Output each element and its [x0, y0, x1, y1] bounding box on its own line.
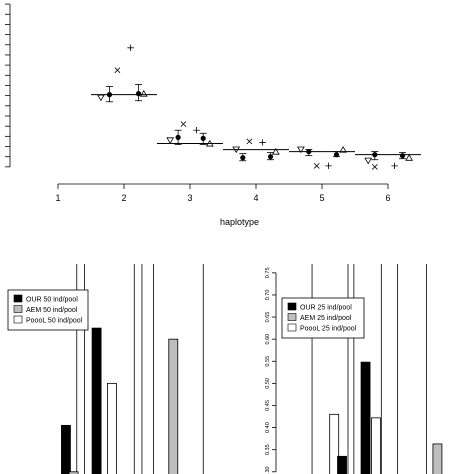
triangle-down-marker	[296, 146, 305, 154]
legend-key-aem	[287, 313, 297, 321]
bar	[432, 443, 443, 474]
legend-label-poool: PoooL 50 ind/pool	[26, 318, 83, 325]
plus-marker	[391, 162, 398, 170]
method-markers	[96, 44, 414, 170]
legend-key-poool	[287, 323, 297, 332]
plus-marker	[193, 127, 200, 134]
legend-key-aem	[13, 305, 23, 313]
x-tick-label: 6	[385, 193, 390, 203]
y-tick-label: 0.30	[265, 466, 271, 474]
truth-segments	[91, 94, 421, 156]
bar	[61, 424, 71, 474]
triangle-up-marker	[405, 154, 414, 161]
x-marker	[180, 121, 187, 128]
x-tick-label: 2	[121, 193, 126, 203]
estimate-point	[240, 155, 246, 161]
bar-panel-25-ind-pool: 0.30 0.35 0.40 0.45 0.50 0.55 0.60 0.65 0.70 0.75…	[265, 264, 443, 474]
x-tick-label: 5	[319, 193, 324, 203]
legend-label-aem: AEM 50 ind/pool	[26, 307, 78, 314]
estimate-point	[267, 154, 274, 160]
y-tick-label: 0.40	[265, 422, 271, 433]
bar	[360, 361, 371, 474]
bar	[168, 338, 179, 474]
y-tick-label: 0.55	[265, 356, 271, 367]
estimate-point	[135, 91, 142, 97]
y-tick-label: 0.50	[265, 378, 271, 389]
x-marker	[114, 67, 121, 74]
triangle-down-marker	[364, 157, 373, 165]
x-marker	[371, 163, 378, 170]
triangle-up-marker	[271, 148, 280, 155]
triangle-down-marker	[232, 146, 241, 154]
legend-label-poool: PoooL 25 ind/pool	[300, 326, 357, 333]
y-tick-label: 0.35	[265, 444, 271, 455]
estimate-points	[105, 84, 407, 162]
y-axis: 0.30 0.35 0.40 0.45 0.50 0.55 0.60 0.65 0.70 0.75	[265, 267, 277, 474]
plus-marker	[127, 44, 134, 52]
legend: OUR 50 ind/pool AEM 50 ind/pool PoooL 50…	[7, 289, 89, 331]
triangle-up-marker	[205, 139, 214, 147]
plus-marker	[259, 139, 266, 146]
legend-key-our	[13, 294, 23, 303]
y-tick-label: 0.65	[265, 312, 271, 323]
estimate-point	[175, 134, 181, 140]
triangle-up-marker	[139, 90, 148, 97]
y-tick-label: 0.75	[265, 267, 271, 278]
legend: OUR 25 ind/pool AEM 25 ind/pool PoooL 25…	[281, 297, 365, 339]
legend-key-our	[287, 302, 297, 311]
triangle-down-marker	[166, 137, 175, 144]
x-axis-label: haplotype	[220, 217, 259, 227]
estimate-point	[372, 152, 378, 158]
bars	[61, 327, 179, 474]
x-marker	[246, 138, 253, 145]
bar	[107, 382, 117, 474]
legend-key-poool	[13, 315, 23, 324]
y-tick-label: 0.60	[265, 334, 271, 345]
bar-panel-50-ind-pool: OUR 50 ind/pool AEM 50 ind/pool PoooL 50…	[7, 264, 204, 474]
x-tick-label: 4	[253, 193, 258, 203]
y-axis	[5, 3, 11, 168]
estimate-point	[106, 92, 113, 98]
legend-label-our: OUR 50 ind/pool	[26, 297, 78, 304]
y-tick-label: 0.70	[265, 290, 271, 301]
triangle-down-marker	[96, 94, 105, 102]
x-marker	[313, 162, 320, 169]
triangle-up-marker	[339, 145, 348, 153]
legend-label-aem: AEM 25 ind/pool	[300, 315, 352, 322]
y-tick-label: 0.45	[265, 400, 271, 411]
plus-marker	[325, 162, 332, 170]
legend-label-our: OUR 25 ind/pool	[300, 305, 352, 312]
bar	[371, 417, 381, 474]
x-tick-label: 3	[187, 193, 192, 203]
bar	[337, 455, 347, 474]
bar	[91, 327, 102, 474]
estimate-point	[333, 152, 340, 158]
estimate-point	[306, 148, 312, 155]
haplotype-scatter-panel: 1 2 3 4 5 6 haplotype	[5, 3, 421, 227]
estimate-point	[200, 135, 206, 141]
x-tick-label: 1	[55, 193, 60, 203]
x-axis: 1 2 3 4 5 6	[55, 183, 391, 203]
estimate-point	[399, 153, 406, 159]
bars	[329, 361, 443, 474]
bar	[329, 413, 340, 474]
